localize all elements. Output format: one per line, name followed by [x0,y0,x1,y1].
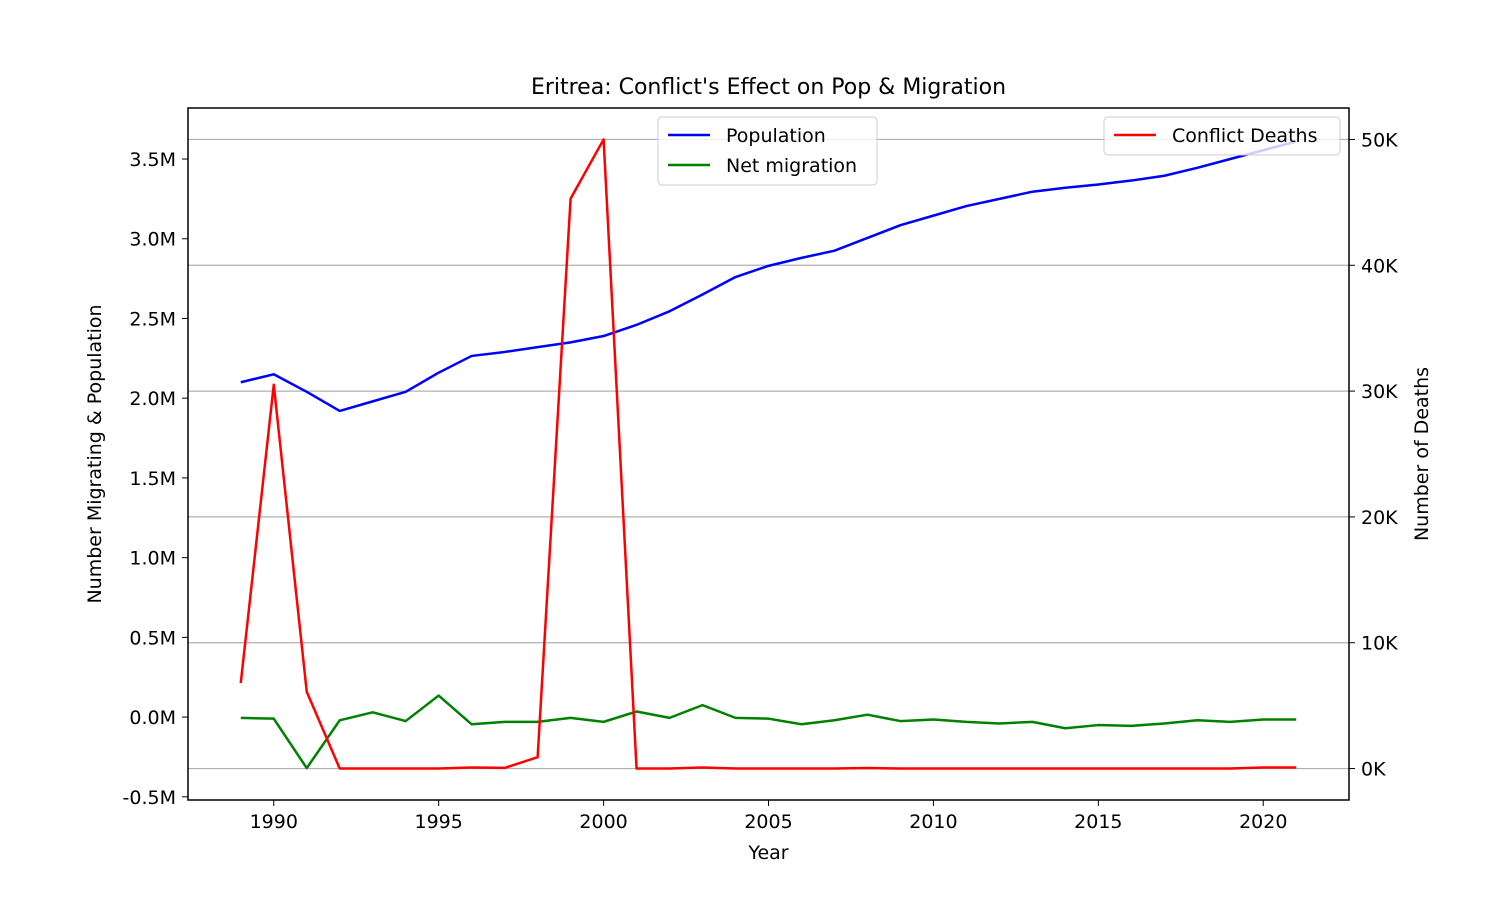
x-tick-label: 1995 [414,811,462,833]
y-right-tick-label: 0K [1361,759,1386,781]
y-axis-left-label: Number Migrating & Population [84,304,106,603]
x-tick-label: 2020 [1239,811,1287,833]
y-left-tick-label: 3.0M [129,229,176,251]
x-tick-label: 2005 [744,811,792,833]
legend-left-box [657,116,878,186]
x-tick-label: 2010 [909,811,957,833]
y-left-tick-label: 0.5M [129,627,176,649]
y-right-tick-label: 10K [1361,633,1398,655]
y-right-tick-label: 50K [1361,129,1398,151]
y-left-tick-label: 2.0M [129,388,176,410]
y-left-tick-label: 0.0M [129,707,176,729]
legend-label-population: Population [726,125,826,147]
series-line-population [240,140,1297,413]
y-right-tick-label: 20K [1361,507,1398,529]
y-left-tick-label: 2.5M [129,308,176,330]
series-line-conflict-deaths [239,138,1297,770]
y-left-tick-label: -0.5M [123,787,176,809]
series-line-net-migration [240,694,1297,770]
legend-label-net-migration: Net migration [726,155,857,177]
legend-right-box [1103,116,1341,156]
y-axis-right-label: Number of Deaths [1411,367,1433,541]
x-axis: 1990 1995 2000 2005 2010 2015 2020 [250,800,1287,833]
y-left-tick-label: 1.5M [129,468,176,490]
chart-title: Eritrea: Conflict's Effect on Pop & Migr… [531,75,1006,100]
legend-label-conflict-deaths: Conflict Deaths [1172,125,1317,147]
legend-left: Population Net migration [657,116,878,186]
y-right-tick-label: 40K [1361,255,1398,277]
x-axis-label: Year [747,842,788,864]
legend-right: Conflict Deaths [1103,116,1341,156]
x-tick-label: 2015 [1074,811,1122,833]
series-layer [239,138,1297,770]
x-tick-label: 1990 [250,811,298,833]
y-right-tick-label: 30K [1361,381,1398,403]
y-axis-right: 0K 10K 20K 30K 40K 50K [1349,129,1398,781]
y-left-tick-label: 1.0M [129,548,176,570]
y-left-tick-label: 3.5M [129,149,176,171]
x-tick-label: 2000 [579,811,627,833]
y-axis-left: -0.5M 0.0M 0.5M 1.0M 1.5M 2.0M 2.5M 3.0M 3.5M [123,149,188,809]
